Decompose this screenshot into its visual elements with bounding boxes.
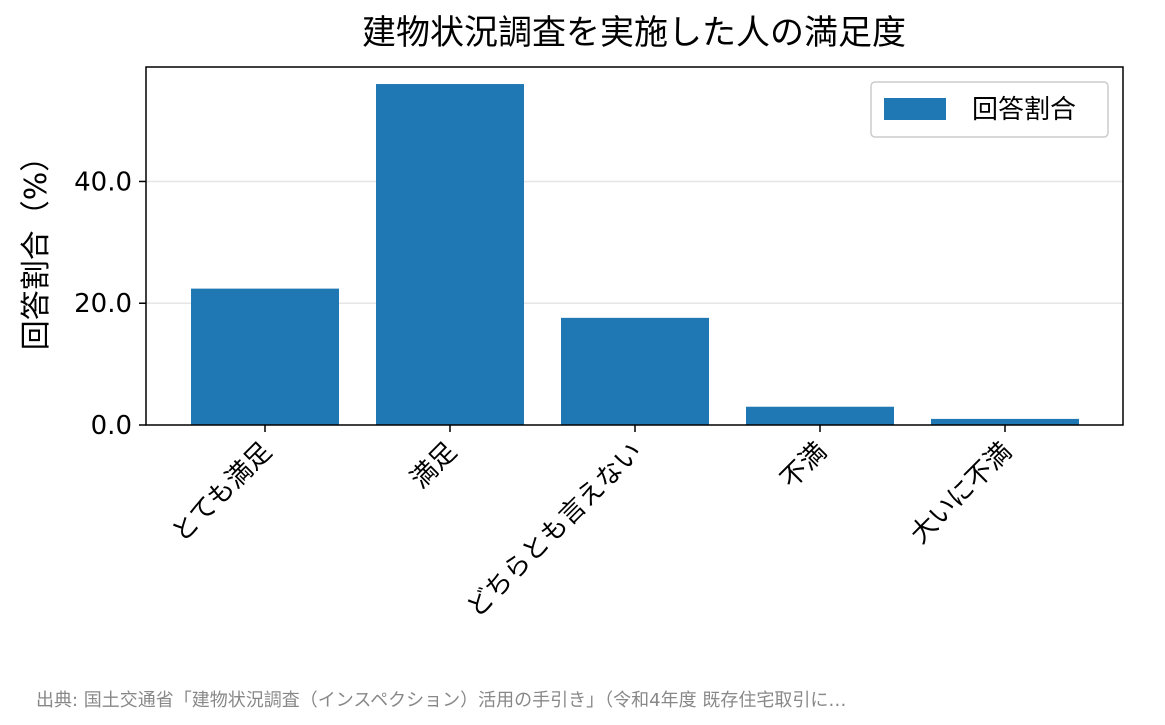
source-note: 出典: 国土交通省「建物状況調査（インスペクション）活用の手引き」（令和4年度 … [36, 690, 846, 711]
bars [191, 84, 1079, 426]
chart-title: 建物状況調査を実施した人の満足度 [362, 13, 906, 53]
bar [931, 418, 1079, 425]
legend-label: 回答割合 [972, 95, 1076, 125]
x-tick-label: どちらとも言えない [461, 437, 648, 624]
legend-swatch [884, 98, 946, 120]
y-axis-label: 回答割合（%） [19, 142, 54, 351]
legend: 回答割合 [870, 81, 1109, 138]
bar [191, 288, 339, 425]
bar [561, 317, 709, 425]
x-tick-label: 大いに不満 [905, 437, 1018, 550]
y-tick-label: 20.0 [74, 289, 132, 319]
x-tick-label: とても満足 [166, 437, 278, 549]
x-tick-label: 満足 [405, 437, 463, 495]
y-tick-label: 40.0 [74, 167, 132, 197]
y-axis-ticks: 0.0 20.0 40.0 [74, 167, 146, 441]
bar [746, 406, 894, 425]
grid-lines [146, 180, 1123, 304]
bar [376, 84, 524, 426]
legend-frame [870, 81, 1109, 138]
x-tick-label: 不満 [775, 437, 833, 495]
y-tick-label: 0.0 [91, 411, 132, 441]
